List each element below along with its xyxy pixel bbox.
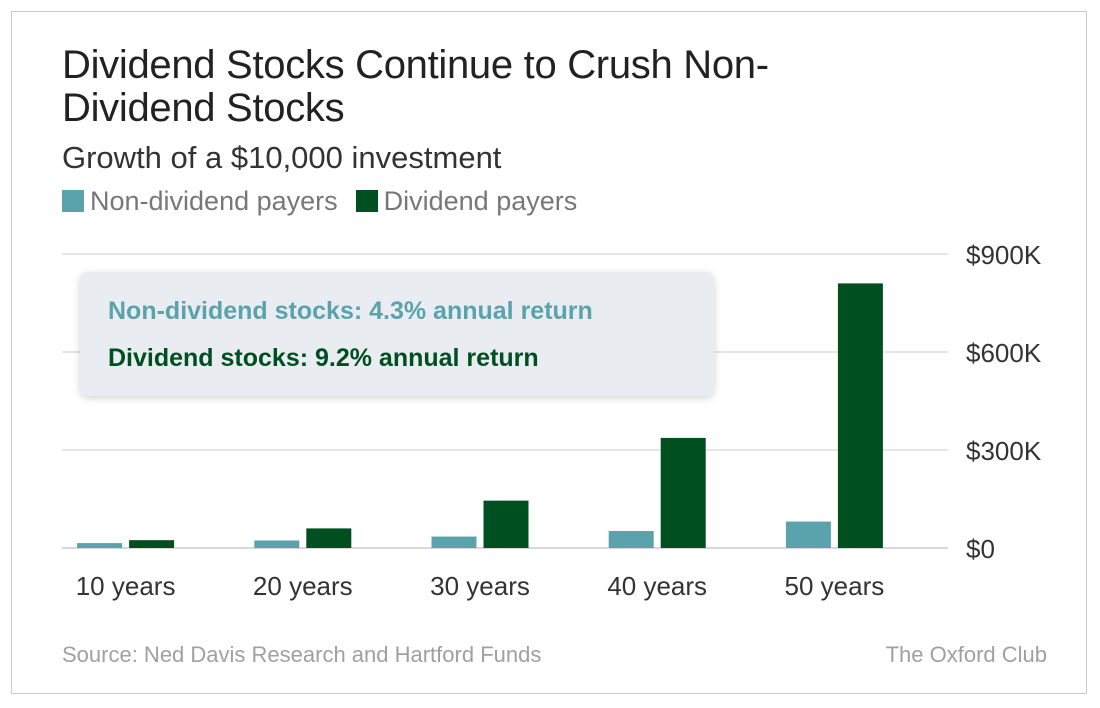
bars [77,283,883,548]
dividend-bar [483,500,529,548]
non-dividend-bar [254,540,300,548]
legend-item-dividend: Dividend payers [355,184,578,218]
x-tick-label: 30 years [430,571,530,601]
legend-label-dividend: Dividend payers [383,186,578,216]
legend: Non-dividend payers Dividend payers [62,184,595,218]
y-axis-ticks: $0 $300K $600K $900K [966,240,1042,564]
x-tick-label: 40 years [607,571,707,601]
x-axis-ticks: 10 years 20 years 30 years 40 years 50 years [76,571,885,601]
non-dividend-bar [77,543,123,548]
y-tick-label: $0 [966,534,995,564]
legend-swatch-non-dividend [62,190,84,212]
y-tick-label: $600K [966,338,1042,368]
dividend-bar [129,540,175,548]
x-tick-label: 50 years [785,571,885,601]
return-callout: Non-dividend stocks: 4.3% annual return … [80,272,714,396]
chart-title: Dividend Stocks Continue to Crush Non-Di… [62,43,769,130]
x-tick-label: 10 years [76,571,176,601]
non-dividend-bar [785,521,831,548]
non-dividend-bar [608,531,654,548]
callout-non-dividend-return: Non-dividend stocks: 4.3% annual return [108,297,593,325]
brand-credit: The Oxford Club [885,642,1047,667]
dividend-bar [837,283,883,548]
x-tick-label: 20 years [253,571,353,601]
legend-label-non-dividend: Non-dividend payers [90,186,338,216]
non-dividend-bar [431,536,477,548]
legend-swatch-dividend [355,190,378,212]
callout-dividend-return: Dividend stocks: 9.2% annual return [108,344,539,372]
legend-item-non-dividend: Non-dividend payers [62,184,338,218]
y-tick-label: $300K [966,436,1042,466]
source-note: Source: Ned Davis Research and Hartford … [62,642,542,667]
y-tick-label: $900K [966,240,1042,270]
dividend-bar [660,437,706,548]
dividend-bar [306,528,352,548]
chart-subtitle: Growth of a $10,000 investment [62,140,502,175]
